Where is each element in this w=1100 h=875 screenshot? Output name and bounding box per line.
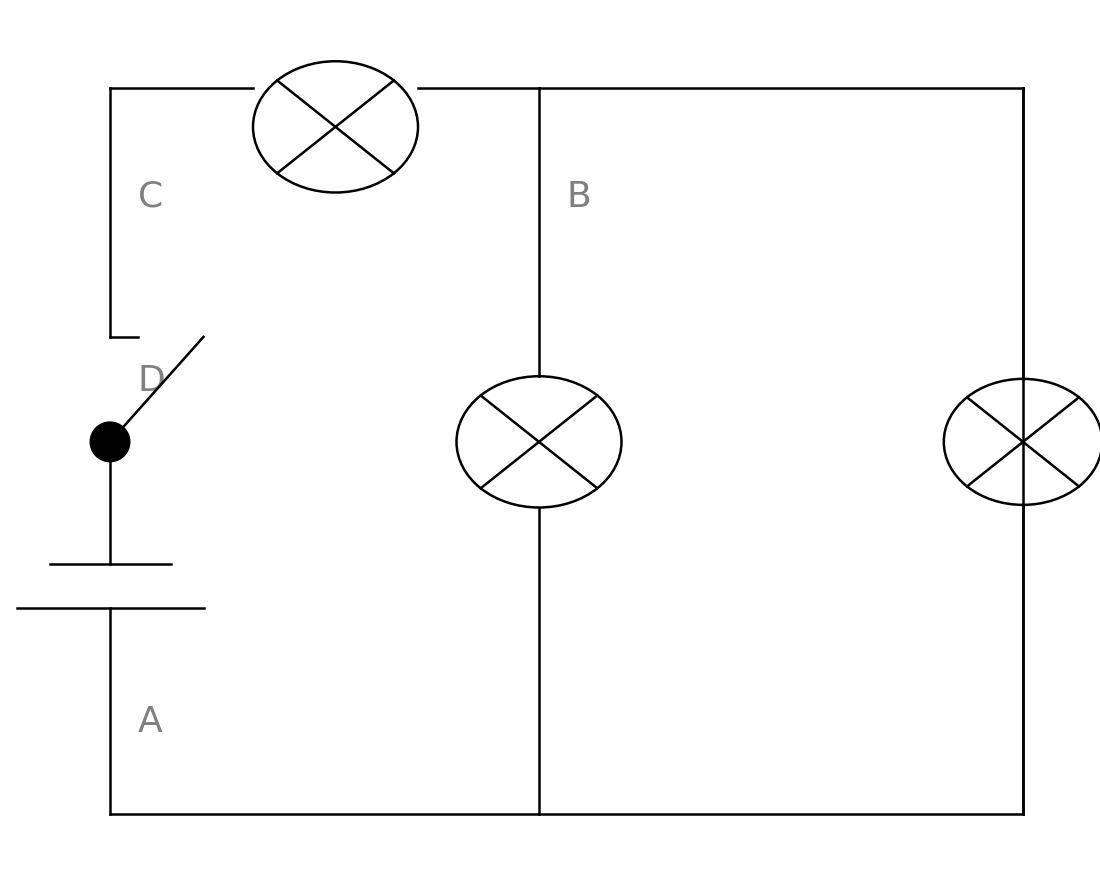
Text: D: D: [138, 364, 165, 397]
Circle shape: [90, 422, 130, 462]
Text: C: C: [138, 180, 163, 214]
Text: B: B: [566, 180, 591, 214]
Text: A: A: [138, 705, 163, 738]
